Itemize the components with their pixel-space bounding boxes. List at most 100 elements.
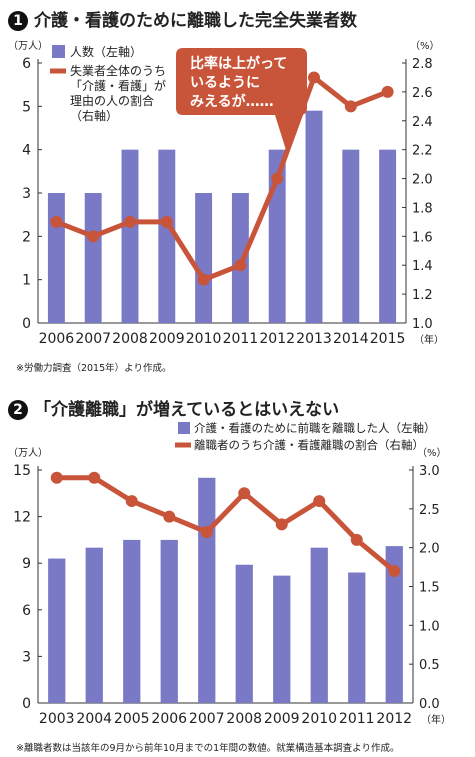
chart2-left-tick-label: 3	[22, 649, 31, 665]
chart2-bar	[123, 539, 141, 703]
chart2-x-tick-label: 2006	[151, 711, 187, 727]
chart1-left-tick-label: 5	[22, 99, 31, 115]
chart1-line-point	[197, 273, 210, 286]
chart1-x-tick-label: 2014	[333, 331, 369, 347]
chart2-x-tick-label: 2009	[264, 711, 300, 727]
chart1-x-tick-label: 2009	[149, 331, 185, 347]
chart2-left-tick-label: 12	[13, 510, 31, 526]
chart1-title: 1 介護・看護のために離職した完全失業者数	[8, 6, 357, 31]
chart2-bar	[198, 477, 216, 703]
chart1-legend-bar-label: 人数（左軸）	[70, 44, 142, 59]
chart2-left-unit: （万人）	[8, 447, 48, 459]
chart2-legend-bar-swatch	[178, 422, 190, 434]
chart1-bar	[305, 110, 323, 324]
chart2-line-point	[88, 471, 101, 484]
chart2-bar	[160, 539, 178, 703]
chart1-x-tick-label: 2008	[112, 331, 148, 347]
chart2-x-tick-label: 2012	[376, 711, 412, 727]
chart2-bar	[235, 564, 253, 703]
chart2-right-tick-label: 2.5	[419, 503, 440, 518]
chart2-line-series	[54, 475, 397, 574]
chart1-legend-line-label: 「介護・看護」が	[70, 78, 166, 93]
chart1-line-series	[53, 74, 391, 283]
chart2-bar	[85, 547, 103, 703]
chart1-title-text: 介護・看護のために離職した完全失業者数	[34, 11, 357, 31]
chart2-right-tick-label: 3.0	[419, 464, 440, 479]
chart1-number-badge: 1	[8, 11, 28, 31]
chart1-right-tick-label: 2.4	[412, 115, 433, 130]
chart1-x-tick-label: 2015	[370, 331, 406, 347]
chart1-callout-text: 比率は上がって	[190, 55, 287, 72]
chart1-x-tick-label: 2013	[296, 331, 332, 347]
chart1-legend-line-label: 失業者全体のうち	[70, 63, 166, 78]
chart1: 0 1 2 3 4 5 6 1.0 1.2 1.4 1.6 1.8 2.0 2.2 2.4 2.6 2.8 （万人…	[8, 40, 444, 347]
chart1-bar	[342, 149, 360, 323]
chart2-right-tick-label: 1.5	[419, 581, 440, 596]
chart2-line-point	[50, 471, 63, 484]
chart1-callout-bubble	[176, 48, 307, 150]
chart1-bar	[158, 149, 176, 323]
chart1-left-tick-label: 4	[22, 143, 31, 159]
chart2-x-tick-label: 2010	[301, 711, 337, 727]
chart1-right-tick-label: 1.0	[412, 317, 433, 332]
chart2-right-tick-label: 0.5	[419, 658, 440, 673]
chart2-legend-line-label: 離職者のうち介護・看護離職の割合（右軸）	[194, 438, 424, 452]
chart2-year-suffix: （年）	[421, 713, 451, 726]
chart1-line-point	[87, 230, 100, 243]
chart2-x-tick-label: 2003	[39, 711, 75, 727]
chart1-callout-text: いるように	[190, 75, 260, 91]
chart1-right-tick-label: 1.2	[412, 288, 433, 303]
chart1-line-point	[344, 100, 357, 113]
chart2-line-point	[200, 526, 213, 539]
chart1-left-tick-label: 1	[22, 273, 31, 289]
chart2-line-point	[163, 510, 176, 523]
chart1-x-tick-label: 2007	[75, 331, 111, 347]
chart1-right-tick-label: 1.4	[412, 259, 433, 274]
chart1-callout-text: みえるが……	[190, 93, 274, 110]
chart2-bar	[348, 572, 366, 703]
chart2-number-badge: 2	[8, 400, 28, 420]
chart2-legend-bar-label: 介護・看護のために前職を離職した人（左軸）	[194, 421, 436, 435]
chart2-line-point	[313, 495, 326, 508]
chart1-left-tick-label: 2	[22, 229, 31, 245]
chart1-right-tick-label: 2.0	[412, 173, 433, 188]
chart2-right-tick-label: 1.0	[419, 619, 440, 634]
chart1-bar	[121, 149, 139, 323]
chart1-right-tick-label: 1.6	[412, 230, 433, 245]
chart1-line-point	[124, 215, 136, 228]
chart1-note: ※労働力調査（2015年）より作成。	[16, 363, 172, 374]
chart2-title-text: 「介護離職」が増えているとはいえない	[34, 400, 340, 420]
chart2-line-point	[125, 495, 138, 508]
chart2-x-tick-label: 2007	[189, 711, 225, 727]
chart2-bar	[385, 546, 403, 703]
chart2-line-point	[238, 487, 251, 500]
chart2-title: 2 「介護離職」が増えているとはいえない	[8, 395, 339, 420]
chart2-left-tick-label: 15	[13, 463, 31, 479]
chart1-line-point	[234, 259, 247, 272]
chart2-line-point	[275, 518, 288, 531]
chart1-bar	[231, 193, 249, 323]
chart2-x-tick-label: 2005	[114, 711, 150, 727]
chart1-legend-line-label: （右軸）	[70, 108, 118, 123]
chart1-x-tick-label: 2011	[223, 331, 259, 347]
chart1-right-unit: （%）	[410, 40, 440, 52]
chart1-legend-line-label: 理由の人の割合	[70, 93, 154, 108]
chart1-bar	[47, 193, 65, 323]
chart1-right-tick-label: 2.8	[412, 57, 433, 72]
chart2-right-tick-label: 2.0	[419, 542, 440, 557]
chart1-right-tick-label: 1.8	[412, 201, 433, 216]
chart1-bar	[379, 149, 397, 323]
chart1-left-tick-label: 6	[22, 56, 31, 72]
chart2-bar	[48, 558, 66, 703]
chart1-x-tick-label: 2010	[186, 331, 222, 347]
chart1-x-tick-label: 2012	[259, 331, 295, 347]
chart2-left-tick-label: 9	[22, 556, 31, 572]
chart1-bar	[195, 193, 213, 323]
chart2-left-tick-label: 0	[22, 696, 31, 712]
chart2-bar	[310, 547, 328, 703]
chart1-line-point	[308, 71, 320, 84]
chart2-line-point	[350, 533, 363, 546]
chart2-left-tick-label: 6	[22, 603, 31, 619]
chart1-right-tick-label: 2.2	[412, 144, 433, 159]
chart1-line-point	[160, 215, 173, 228]
